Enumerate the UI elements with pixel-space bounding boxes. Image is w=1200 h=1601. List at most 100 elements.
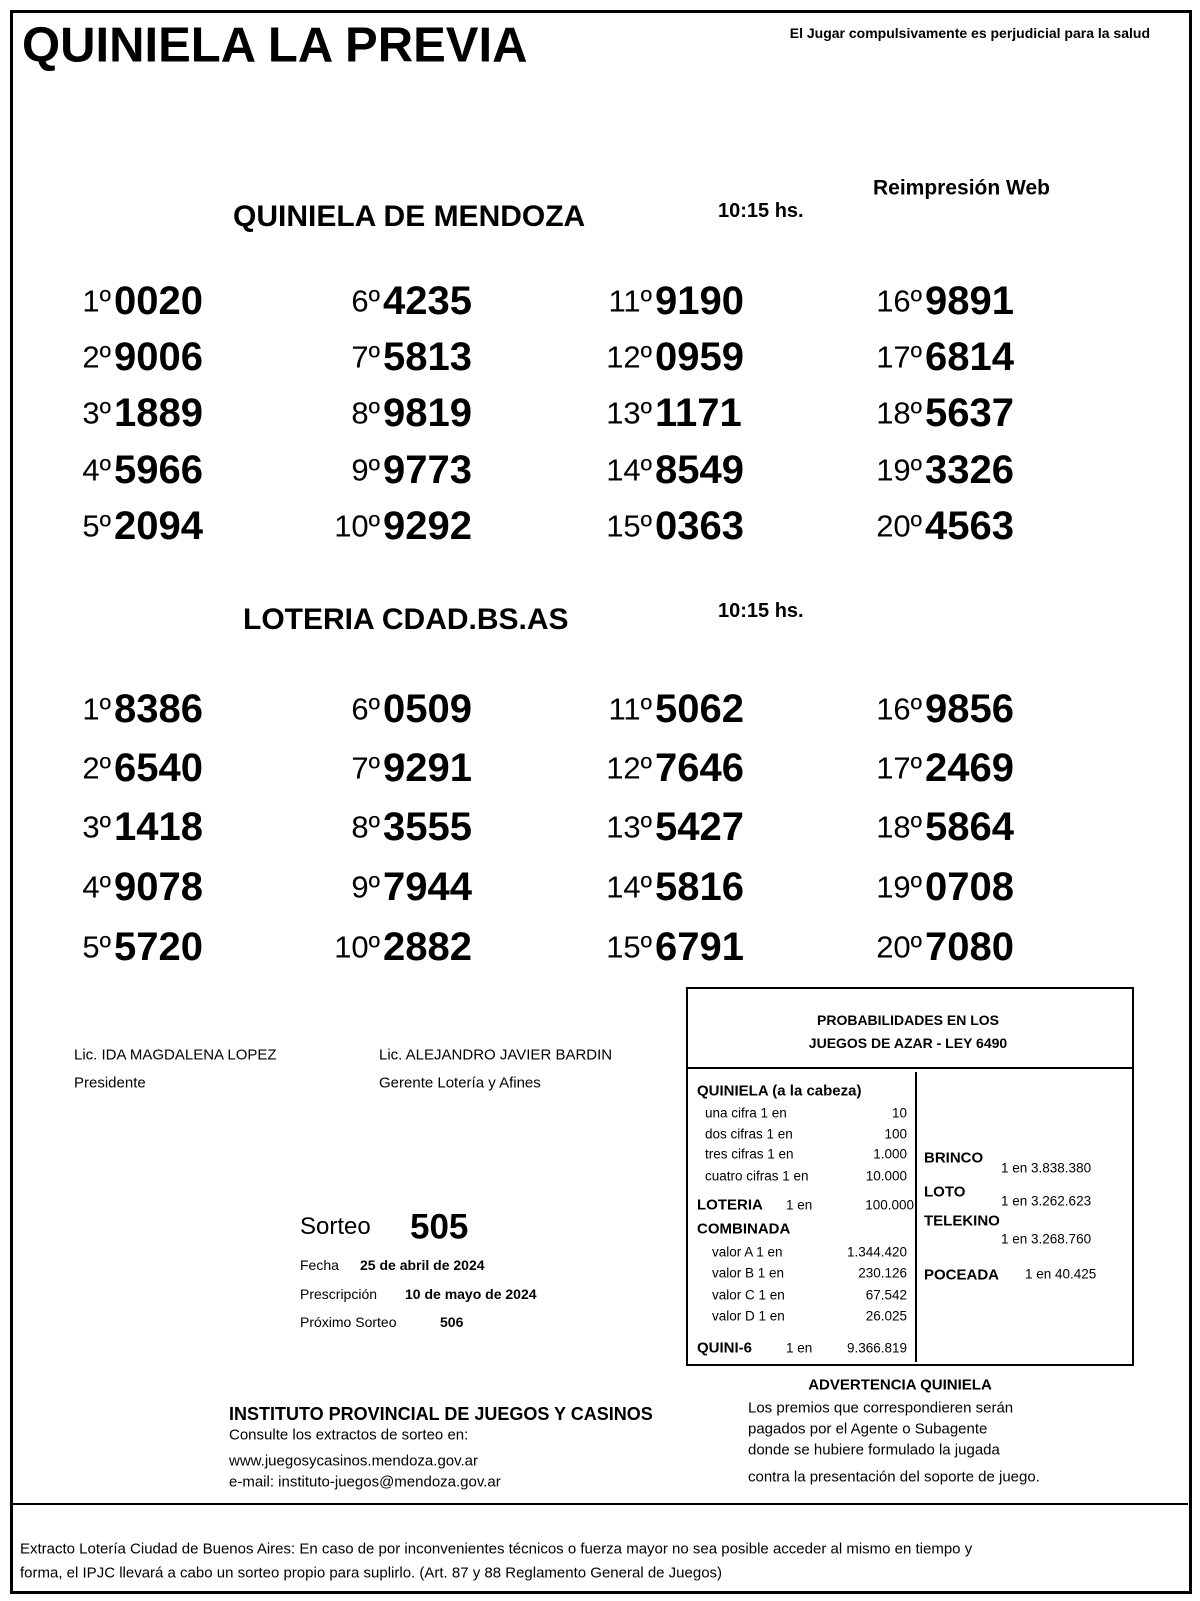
game-heading: TELEKINO (924, 1212, 1000, 1230)
result-number: 0509 (383, 687, 472, 731)
result-number: 3555 (383, 805, 472, 849)
result-position: 18º (876, 809, 922, 845)
result-number: 6540 (114, 746, 203, 790)
page-border (10, 10, 1192, 1594)
result-number: 5816 (655, 865, 744, 909)
advertencia-title: ADVERTENCIA QUINIELA (808, 1376, 992, 1394)
odds-label: valor D 1 en (712, 1308, 785, 1324)
odds-value: 10.000 (865, 1168, 907, 1184)
result-position: 19º (876, 869, 922, 905)
result-number: 4563 (925, 504, 1014, 548)
result-position: 2º (82, 750, 111, 786)
result-position: 5º (82, 929, 111, 965)
date: 25 de abril de 2024 (360, 1257, 485, 1273)
health-warning: El Jugar compulsivamente es perjudicial … (789, 25, 1150, 41)
odds-value: 230.126 (858, 1265, 907, 1281)
result-position: 14º (606, 452, 652, 488)
result-position: 5º (82, 508, 111, 544)
result-position: 10º (334, 929, 380, 965)
result-position: 16º (876, 283, 922, 319)
odds-label: una cifra 1 en (705, 1105, 787, 1121)
result-number: 5864 (925, 805, 1014, 849)
odds-label: cuatro cifras 1 en (705, 1168, 809, 1184)
result-number: 9856 (925, 687, 1014, 731)
odds-value: 1 en 3.838.380 (1001, 1160, 1092, 1176)
section-title: LOTERIA CDAD.BS.AS (243, 603, 569, 636)
result-position: 8º (351, 809, 380, 845)
reprint: Reimpresión Web (873, 176, 1050, 200)
result-number: 9190 (655, 279, 744, 323)
advertencia-line: contra la presentación del soporte de ju… (748, 1468, 1040, 1486)
result-position: 3º (82, 395, 111, 431)
result-number: 7944 (383, 865, 472, 909)
game-heading: LOTERIA (697, 1196, 763, 1214)
odds-label: 1 en (786, 1197, 813, 1213)
game-heading: COMBINADA (697, 1220, 791, 1238)
odds-value: 1.344.420 (846, 1244, 907, 1260)
result-number: 9078 (114, 865, 203, 909)
odds-label: valor B 1 en (712, 1265, 785, 1281)
result-position: 4º (82, 452, 111, 488)
result-number: 5427 (655, 805, 744, 849)
result-position: 7º (351, 339, 380, 375)
signature-role: Gerente Lotería y Afines (379, 1074, 541, 1092)
result-position: 12º (606, 339, 652, 375)
signature-role: Presidente (74, 1074, 146, 1092)
result-number: 7646 (655, 746, 744, 790)
result-number: 5966 (114, 448, 203, 492)
result-position: 1º (82, 691, 111, 727)
odds-value: 26.025 (865, 1308, 907, 1324)
probabilities-box (686, 987, 1134, 1366)
result-position: 9º (351, 869, 380, 905)
odds-value: 100 (884, 1126, 907, 1142)
result-number: 0363 (655, 504, 744, 548)
title: QUINIELA LA PREVIA (22, 18, 528, 73)
result-number: 0020 (114, 279, 203, 323)
result-number: 2469 (925, 746, 1014, 790)
result-position: 12º (606, 750, 652, 786)
result-number: 9773 (383, 448, 472, 492)
result-number: 6814 (925, 335, 1014, 379)
odds-value: 1 en 40.425 (1025, 1266, 1097, 1282)
result-number: 9006 (114, 335, 203, 379)
result-number: 6791 (655, 925, 744, 969)
result-number: 5637 (925, 391, 1014, 435)
prescription-label: Prescripción (300, 1286, 378, 1302)
odds-label: valor C 1 en (712, 1287, 785, 1303)
result-position: 10º (334, 508, 380, 544)
odds-label: dos cifras 1 en (705, 1126, 793, 1142)
result-position: 20º (876, 508, 922, 544)
result-position: 8º (351, 395, 380, 431)
result-position: 1º (82, 283, 111, 319)
odds-value: 67.542 (865, 1287, 907, 1303)
footer-divider (12, 1503, 1188, 1505)
draw-label: Sorteo (300, 1213, 371, 1240)
result-number: 9891 (925, 279, 1014, 323)
institute-line: www.juegosycasinos.mendoza.gov.ar (229, 1452, 479, 1470)
game-heading: QUINI-6 (697, 1339, 753, 1357)
result-number: 5062 (655, 687, 744, 731)
institute-line: Consulte los extractos de sorteo en: (229, 1426, 469, 1444)
result-position: 17º (876, 339, 922, 375)
odds-value: 9.366.819 (846, 1340, 907, 1356)
odds-value: 1 en 3.268.760 (1001, 1231, 1092, 1247)
result-position: 9º (351, 452, 380, 488)
signature-name: Lic. ALEJANDRO JAVIER BARDIN (379, 1046, 613, 1064)
result-number: 5813 (383, 335, 472, 379)
divider (686, 1067, 1132, 1069)
next-draw: 506 (440, 1314, 464, 1330)
odds-value: 100.000 (865, 1197, 914, 1213)
result-position: 4º (82, 869, 111, 905)
result-number: 9292 (383, 504, 472, 548)
result-position: 15º (606, 508, 652, 544)
advertencia-line: donde se hubiere formulado la jugada (748, 1441, 1000, 1459)
advertencia-line: pagados por el Agente o Subagente (748, 1420, 988, 1438)
result-position: 19º (876, 452, 922, 488)
odds-label: valor A 1 en (712, 1244, 783, 1260)
odds-value: 1 en 3.262.623 (1001, 1193, 1092, 1209)
footer-line: Extracto Lotería Ciudad de Buenos Aires:… (20, 1540, 973, 1558)
footer-line: forma, el IPJC llevará a cabo un sorteo … (20, 1564, 723, 1582)
odds-label: tres cifras 1 en (705, 1146, 794, 1162)
result-number: 2094 (114, 504, 203, 548)
